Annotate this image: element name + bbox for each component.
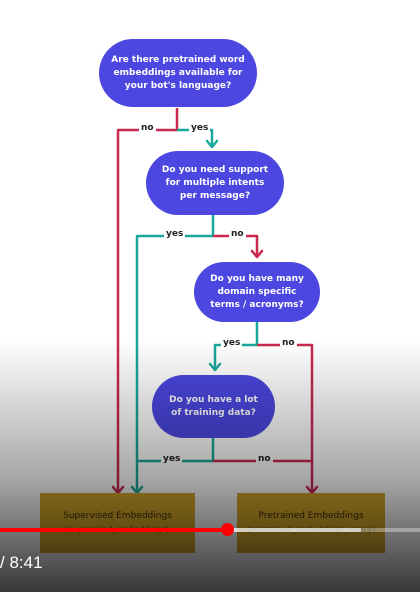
label-q4-no: no xyxy=(256,454,273,464)
edge-q1-yes xyxy=(177,128,214,146)
outcome-supervised-embeddings: Supervised Embeddings (supervised_embedd… xyxy=(40,493,195,553)
arrowhead-q1-yes xyxy=(205,139,219,149)
time-display: / 8:41 xyxy=(0,553,43,572)
label-q4-yes: yes xyxy=(161,454,183,464)
label-q1-no: no xyxy=(139,123,156,133)
seek-played xyxy=(0,528,227,532)
question-domain-terms: Do you have many domain specific terms /… xyxy=(194,262,320,322)
outcome-supervised-title: Supervised Embeddings xyxy=(63,511,172,521)
label-q2-no: no xyxy=(229,229,246,239)
arrowhead-q2-no xyxy=(250,249,264,259)
label-q3-yes: yes xyxy=(221,338,243,348)
question-multiple-intents: Do you need support for multiple intents… xyxy=(146,151,284,215)
question-training-data: Do you have a lot of training data? xyxy=(152,375,275,438)
label-q1-yes: yes xyxy=(189,123,211,133)
outcome-pretrained-embeddings: Pretrained Embeddings (pretrained_embedd… xyxy=(237,493,385,553)
outcome-pretrained-title: Pretrained Embeddings xyxy=(258,511,364,521)
edge-q2-yes xyxy=(135,215,215,492)
edge-q2-no xyxy=(213,234,259,256)
label-q2-yes: yes xyxy=(164,229,186,239)
seek-thumb[interactable] xyxy=(220,523,234,536)
question-pretrained-embeddings: Are there pretrained word embeddings ava… xyxy=(99,39,257,107)
label-q3-no: no xyxy=(280,338,297,348)
seek-bar[interactable] xyxy=(0,523,420,536)
